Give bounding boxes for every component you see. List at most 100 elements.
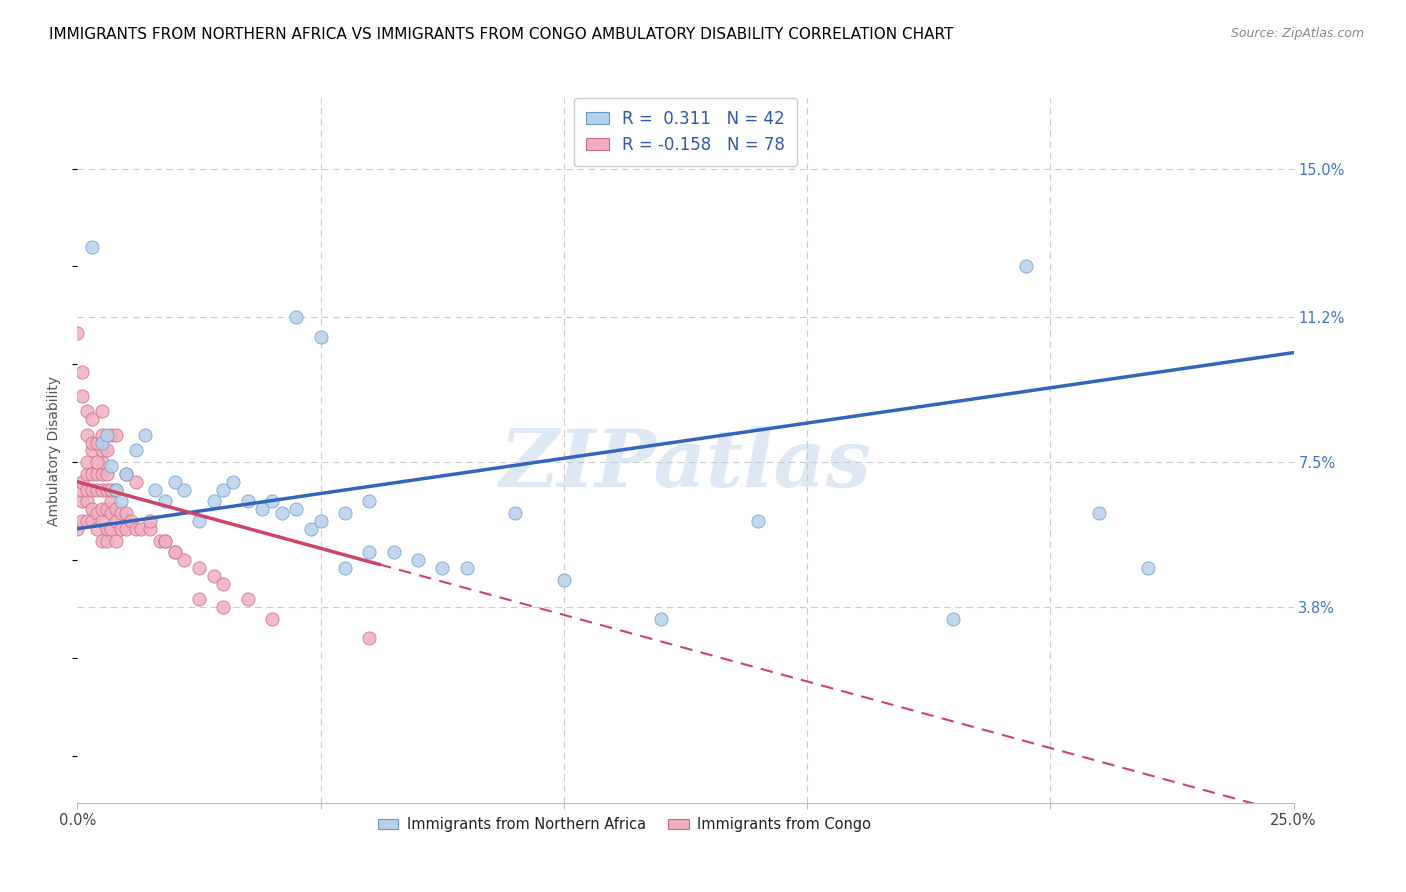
Point [359,632,381,646]
Point [80,514,103,528]
Legend: Immigrants from Northern Africa, Immigrants from Congo: Immigrants from Northern Africa, Immigra… [373,811,877,838]
Point [250,502,273,516]
Point [66,522,89,536]
Point [100,483,122,497]
Point [212,576,235,591]
Point [76,404,98,418]
Point [90,467,112,481]
Point [456,561,478,575]
Text: IMMIGRANTS FROM NORTHERN AFRICA VS IMMIGRANTS FROM CONGO AMBULATORY DISABILITY C: IMMIGRANTS FROM NORTHERN AFRICA VS IMMIG… [49,27,953,42]
Point [100,522,122,536]
Point [359,494,381,508]
Text: ZIPatlas: ZIPatlas [499,425,872,503]
Point [1015,260,1038,274]
Point [202,494,225,508]
Point [100,494,122,508]
Point [222,475,245,489]
Point [80,435,103,450]
Point [76,467,98,481]
Point [80,467,103,481]
Point [90,483,112,497]
Point [96,483,118,497]
Point [134,427,156,442]
Point [153,533,176,548]
Point [80,483,103,497]
Point [115,467,138,481]
Point [260,494,283,508]
Point [76,494,98,508]
Text: Source: ZipAtlas.com: Source: ZipAtlas.com [1230,27,1364,40]
Point [96,427,118,442]
Point [105,533,128,548]
Point [125,443,148,458]
Point [299,522,322,536]
Point [212,483,235,497]
Point [153,533,176,548]
Point [333,561,356,575]
Point [96,522,118,536]
Point [70,475,93,489]
Point [139,514,162,528]
Point [139,522,162,536]
Point [359,545,381,559]
Point [188,592,211,607]
Point [406,553,429,567]
Point [70,494,93,508]
Point [80,412,103,426]
Point [125,522,148,536]
Point [70,483,93,497]
Point [100,506,122,520]
Point [163,475,186,489]
Point [90,404,112,418]
Point [90,427,112,442]
Point [86,522,108,536]
Point [70,514,93,528]
Point [86,506,108,520]
Point [553,573,575,587]
Point [110,494,132,508]
Point [90,435,112,450]
Point [202,568,225,582]
Point [260,612,283,626]
Point [285,310,308,325]
Point [90,514,112,528]
Point [105,514,128,528]
Point [100,459,122,474]
Point [285,502,308,516]
Point [76,514,98,528]
Point [382,545,405,559]
Point [86,483,108,497]
Point [163,545,186,559]
Point [105,483,128,497]
Point [100,427,122,442]
Point [503,506,526,520]
Point [188,514,211,528]
Point [86,435,108,450]
Point [115,522,138,536]
Point [173,483,195,497]
Point [110,522,132,536]
Point [90,443,112,458]
Point [650,612,672,626]
Point [129,522,152,536]
Point [76,455,98,469]
Point [1136,561,1159,575]
Point [70,389,93,403]
Point [96,533,118,548]
Point [747,514,769,528]
Point [86,467,108,481]
Point [120,514,142,528]
Point [333,506,356,520]
Point [153,494,176,508]
Point [105,427,128,442]
Point [90,502,112,516]
Point [143,483,166,497]
Point [86,455,108,469]
Point [1088,506,1111,520]
Point [76,427,98,442]
Point [70,365,93,379]
Point [163,545,186,559]
Point [105,502,128,516]
Point [149,533,172,548]
Point [270,506,292,520]
